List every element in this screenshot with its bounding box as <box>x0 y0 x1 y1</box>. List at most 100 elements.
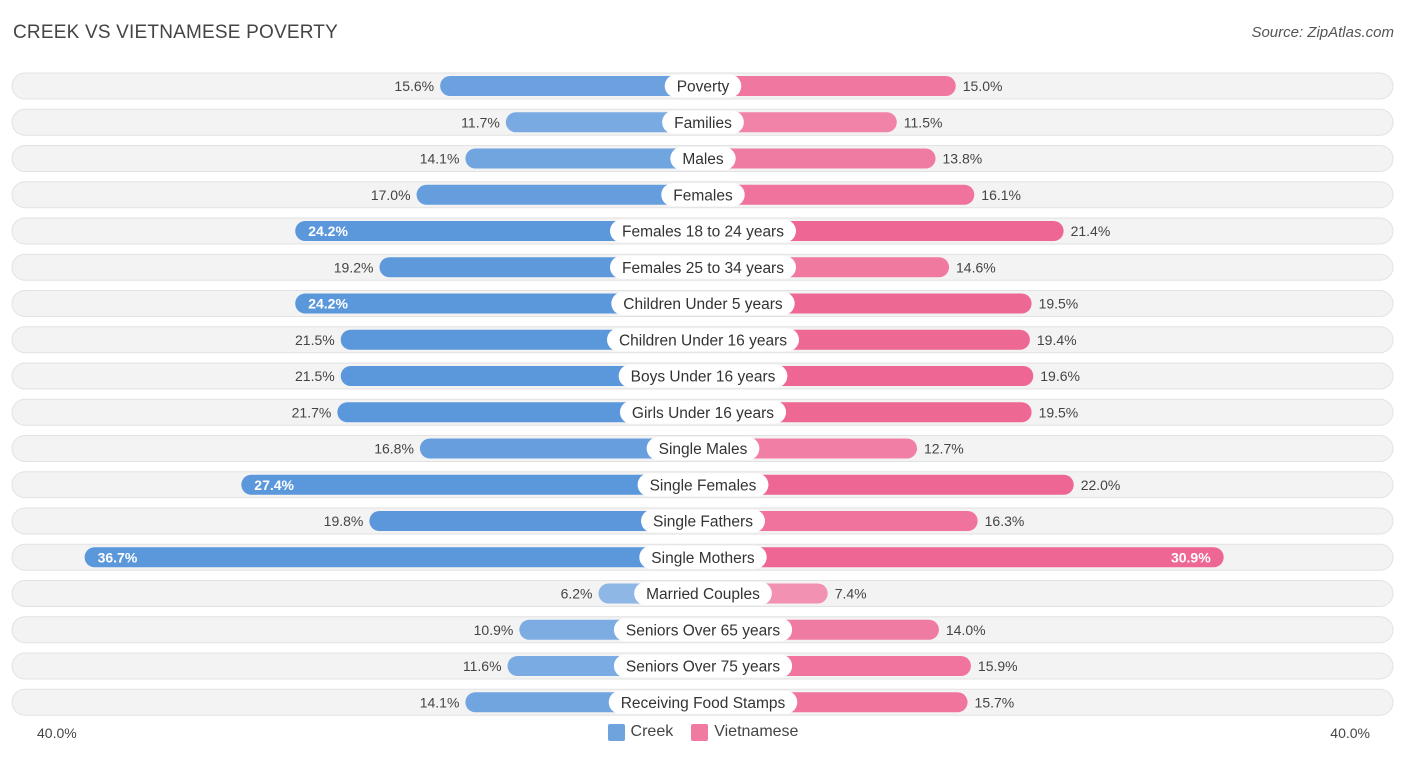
value-label-vietnamese: 21.4% <box>1071 223 1111 239</box>
category-label-background <box>619 400 787 424</box>
bar-creek <box>295 221 703 241</box>
category-label-background <box>610 255 796 279</box>
value-label-vietnamese: 14.6% <box>956 259 996 275</box>
value-label-creek: 21.5% <box>295 332 335 348</box>
value-label-creek: 21.7% <box>292 404 332 420</box>
category-label: Children Under 5 years <box>623 296 783 313</box>
category-label-background <box>606 328 800 352</box>
bar-creek <box>295 293 703 314</box>
legend-item-vietnamese[interactable]: Vietnamese <box>691 723 798 741</box>
bar-vietnamese <box>703 148 936 169</box>
category-label: Females 25 to 34 years <box>622 260 784 277</box>
value-label-vietnamese: 15.0% <box>963 78 1003 94</box>
category-label-background <box>661 183 745 207</box>
value-label-creek: 24.2% <box>308 296 348 312</box>
bar-creek <box>369 511 703 531</box>
value-label-vietnamese: 19.6% <box>1040 368 1080 384</box>
category-label: Poverty <box>677 79 730 96</box>
bar-creek <box>241 474 703 495</box>
value-label-creek: 19.8% <box>324 513 364 529</box>
category-label: Boys Under 16 years <box>631 369 776 386</box>
value-label-vietnamese: 19.5% <box>1039 296 1079 312</box>
bar-vietnamese <box>703 76 956 96</box>
value-label-vietnamese: 30.9% <box>1171 549 1211 565</box>
bar-creek <box>465 148 703 169</box>
category-label-background <box>618 364 788 388</box>
value-label-vietnamese: 16.1% <box>981 187 1021 203</box>
value-label-vietnamese: 16.3% <box>985 513 1025 529</box>
bar-creek <box>337 402 703 423</box>
value-label-vietnamese: 12.7% <box>924 441 964 457</box>
value-label-vietnamese: 7.4% <box>835 586 867 602</box>
category-label-background <box>662 110 744 134</box>
diverging-bar-chart: Poverty 15.6% 15.0% Families 11.7% 11.5% Males… <box>11 72 1394 716</box>
axis-right-label: 40.0% <box>1330 725 1370 741</box>
category-label: Single Mothers <box>651 550 755 567</box>
chart-title: CREEK VS VIETNAMESE POVERTY <box>13 22 338 43</box>
value-label-creek: 11.7% <box>461 114 500 130</box>
bar-vietnamese <box>703 402 1032 423</box>
bar-vietnamese <box>703 511 978 531</box>
category-label-background <box>646 437 760 460</box>
value-label-vietnamese: 15.9% <box>978 658 1018 674</box>
bar-creek <box>340 366 703 386</box>
value-label-vietnamese: 19.4% <box>1037 332 1077 348</box>
category-label: Females <box>673 187 733 204</box>
category-label: Females 18 to 24 years <box>622 224 784 241</box>
category-label: Seniors Over 75 years <box>626 659 780 676</box>
legend: Creek Vietnamese <box>0 723 1406 741</box>
bar-vietnamese <box>703 184 975 205</box>
bar-creek <box>416 184 703 205</box>
bar-creek <box>84 547 704 568</box>
legend-item-creek[interactable]: Creek <box>607 723 674 741</box>
category-label-background <box>664 74 742 98</box>
bar-creek <box>440 76 703 96</box>
category-label-background <box>634 582 772 605</box>
legend-label-vietnamese: Vietnamese <box>714 723 799 740</box>
value-label-creek: 14.1% <box>420 151 460 167</box>
value-label-vietnamese: 14.0% <box>946 622 986 638</box>
bar-vietnamese <box>703 547 1224 568</box>
category-label: Males <box>682 151 724 168</box>
source-label: Source: ZipAtlas.com <box>1251 24 1394 41</box>
value-label-creek: 21.5% <box>295 368 335 384</box>
category-label-background <box>610 219 796 243</box>
bar-vietnamese <box>703 474 1074 495</box>
legend-label-creek: Creek <box>630 723 674 740</box>
category-label: Seniors Over 65 years <box>626 622 780 639</box>
value-label-vietnamese: 11.5% <box>904 114 943 130</box>
category-label-background <box>613 654 793 678</box>
category-label: Children Under 16 years <box>619 332 787 349</box>
category-label-background <box>637 473 769 497</box>
value-label-vietnamese: 13.8% <box>943 151 983 167</box>
value-label-creek: 15.6% <box>394 78 434 94</box>
value-label-vietnamese: 22.0% <box>1081 477 1121 493</box>
category-label: Families <box>674 115 732 132</box>
bar-creek <box>419 438 703 459</box>
legend-swatch-creek <box>607 723 625 741</box>
category-label-background <box>641 509 765 533</box>
value-label-creek: 27.4% <box>254 477 294 493</box>
value-label-creek: 36.7% <box>98 549 138 565</box>
value-label-creek: 11.6% <box>463 658 502 674</box>
value-label-vietnamese: 15.7% <box>975 694 1015 710</box>
axis-left-label: 40.0% <box>37 725 77 741</box>
category-label: Single Males <box>659 441 748 458</box>
bar-creek <box>505 112 703 133</box>
value-label-creek: 24.2% <box>308 223 348 239</box>
category-label: Single Females <box>650 477 757 494</box>
bar-vietnamese <box>703 112 897 133</box>
category-label-background <box>608 690 798 714</box>
category-label-background <box>639 545 767 569</box>
category-label: Single Fathers <box>653 514 753 531</box>
value-label-creek: 17.0% <box>371 187 411 203</box>
legend-swatch-vietnamese <box>691 723 709 741</box>
category-label: Married Couples <box>646 586 760 603</box>
value-label-creek: 10.9% <box>474 622 514 638</box>
value-label-creek: 6.2% <box>561 586 593 602</box>
category-label-background <box>670 147 736 170</box>
value-label-creek: 14.1% <box>420 694 460 710</box>
category-label-background <box>611 292 795 315</box>
value-label-vietnamese: 19.5% <box>1039 404 1079 420</box>
category-label: Receiving Food Stamps <box>621 695 786 712</box>
